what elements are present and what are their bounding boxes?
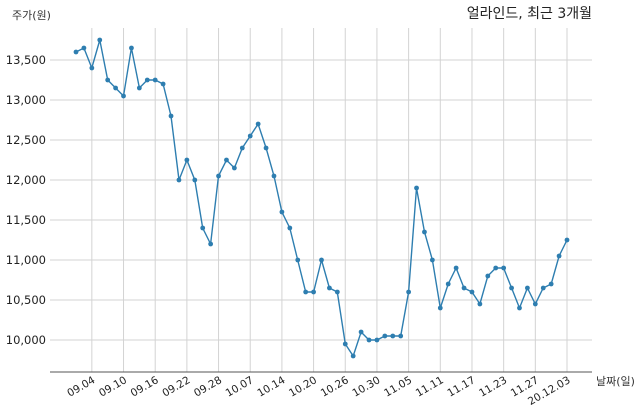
data-point (105, 77, 111, 83)
data-point (176, 177, 182, 183)
x-tick-label: 09.16 (129, 374, 161, 400)
data-point (477, 301, 483, 307)
data-point (445, 281, 451, 287)
data-point (414, 185, 419, 191)
data-point (374, 337, 380, 343)
data-point (437, 305, 443, 311)
data-point (152, 77, 158, 83)
data-point (319, 257, 324, 263)
x-tick-label: 11.17 (445, 374, 477, 399)
data-point (406, 289, 412, 295)
x-tick-label: 10.07 (224, 374, 256, 399)
x-tick-label: 11.23 (477, 374, 509, 399)
data-point (271, 173, 277, 179)
data-point (168, 113, 174, 119)
data-point (327, 285, 332, 291)
x-tick-label: 09.22 (160, 374, 192, 399)
data-point (239, 145, 245, 151)
data-point (429, 257, 435, 263)
data-point (208, 241, 214, 247)
data-point (422, 229, 427, 235)
y-tick-label: 13,000 (6, 93, 46, 107)
plot-area (73, 37, 570, 359)
data-point (136, 85, 142, 91)
x-axis-label: 날짜(일) (596, 374, 635, 388)
data-point (200, 225, 206, 231)
data-point (469, 289, 475, 295)
y-tick-label: 13,500 (6, 53, 46, 67)
y-axis-label: 주가(원) (12, 9, 51, 22)
data-point (509, 285, 514, 291)
data-point (97, 37, 103, 43)
data-point (548, 281, 554, 287)
y-gridlines (50, 59, 592, 341)
data-point (303, 289, 309, 295)
y-tick-label: 10,500 (6, 293, 46, 307)
x-tick-label: 09.04 (65, 374, 97, 400)
data-point (160, 81, 166, 87)
data-point (453, 265, 459, 271)
data-point (247, 133, 253, 139)
y-tick-label: 10,000 (6, 333, 46, 347)
x-tick-label: 11.05 (382, 374, 414, 399)
data-point (382, 333, 388, 339)
x-tick-label: 09.28 (192, 374, 224, 399)
y-tick-label: 12,500 (6, 133, 46, 147)
data-point (358, 329, 364, 335)
data-point (129, 45, 134, 51)
data-point (255, 121, 261, 127)
x-tick-label: 10.14 (255, 374, 287, 400)
data-point (121, 93, 126, 99)
data-point (366, 337, 372, 343)
x-tick-label: 10.26 (319, 374, 351, 400)
chart-title: 얼라인드, 최근 3개월 (467, 6, 592, 22)
data-point (525, 285, 530, 291)
data-point (398, 333, 404, 339)
x-tick-label: 10.30 (350, 374, 382, 399)
data-point (89, 65, 95, 71)
data-point (540, 285, 546, 291)
data-point (73, 49, 79, 55)
data-point (501, 265, 507, 271)
data-point (485, 273, 491, 279)
y-tick-label: 11,000 (6, 253, 46, 267)
x-gridlines (91, 28, 568, 372)
data-point (461, 285, 467, 291)
data-point (342, 341, 348, 347)
data-point (556, 253, 562, 259)
x-tick-labels: 09.04 09.10 09.16 09.22 09.28 10.07 10.14 10.20… (65, 374, 572, 408)
data-point (517, 305, 522, 311)
data-point (224, 157, 229, 163)
x-tick-label: 09.10 (97, 374, 129, 399)
data-point (81, 45, 87, 51)
data-point (184, 157, 190, 163)
y-tick-labels: 10,000 10,500 11,000 11,500 12,000 12,500 13,0… (6, 53, 46, 347)
x-tick-label: 10.20 (287, 374, 319, 399)
data-point (295, 257, 301, 263)
data-point (216, 173, 221, 179)
data-point (493, 265, 499, 271)
price-line (75, 39, 568, 358)
data-point (192, 177, 198, 183)
data-point (287, 225, 293, 231)
data-point (113, 85, 118, 91)
data-point (231, 165, 237, 171)
data-point (334, 289, 340, 295)
data-point (564, 237, 570, 243)
data-point (263, 145, 269, 151)
data-point (532, 301, 538, 307)
y-tick-label: 12,000 (6, 173, 46, 187)
data-point (350, 353, 356, 359)
y-tick-label: 11,500 (6, 213, 46, 227)
data-point (311, 289, 316, 295)
data-point (144, 77, 150, 83)
data-point (279, 209, 285, 215)
data-point (390, 333, 396, 339)
x-tick-label: 11.11 (414, 374, 446, 399)
